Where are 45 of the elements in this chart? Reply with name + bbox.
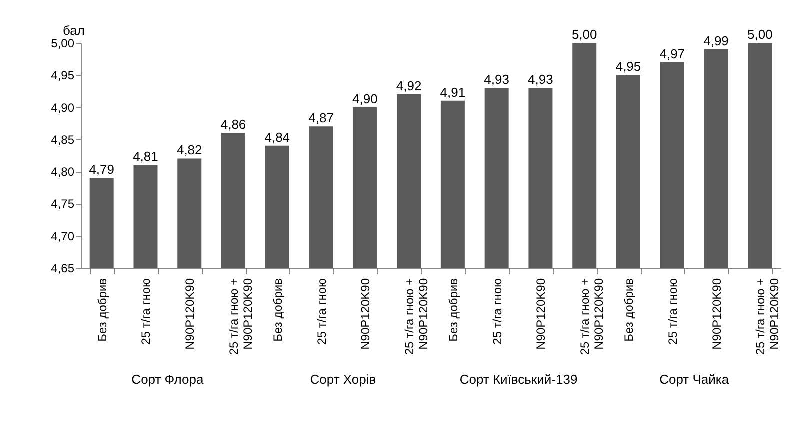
x-tick-label: Без добрив: [622, 278, 636, 342]
x-tick-label: 25 т/га гною + N90P120K90: [402, 278, 431, 356]
y-tick-label: 4,95: [51, 68, 75, 83]
text: Сорт Чайка: [660, 372, 730, 387]
x-tick-label: N90P120K90: [710, 278, 724, 350]
data-label: 4,95: [616, 59, 642, 74]
y-tick-label: 4,75: [51, 197, 75, 212]
data-label: 4,93: [528, 72, 554, 87]
data-label: 4,90: [352, 91, 378, 106]
y-tick-label: 4,70: [51, 229, 75, 244]
x-tick-label: 25 т/га гною + N90P120K90: [754, 278, 782, 356]
x-tick-label: 25 т/га гною: [490, 278, 504, 345]
data-label: 4,99: [704, 33, 729, 48]
data-label: 4,81: [133, 149, 158, 164]
x-tick-label: Без добрив: [446, 278, 460, 342]
data-label: 4,86: [220, 117, 246, 132]
text: Сорт Флора: [132, 372, 204, 387]
data-label: 4,97: [660, 46, 686, 62]
x-tick-label: N90P120K90: [534, 278, 548, 350]
data-label: 5,00: [747, 27, 773, 42]
text: Сорт Київський-139: [460, 372, 578, 387]
data-label: 4,92: [396, 78, 422, 94]
y-axis-title: бал: [63, 23, 85, 38]
data-label: 4,84: [264, 130, 290, 145]
x-tick-label: 25 т/га гною + N90P120K90: [227, 278, 256, 356]
text: Сорт Хорів: [310, 372, 376, 387]
data-label: 4,79: [89, 162, 115, 177]
y-tick-label: 4,65: [51, 262, 75, 276]
data-label: 4,91: [440, 84, 466, 100]
y-tick-label: 4,85: [51, 132, 75, 147]
data-label: 4,82: [176, 142, 202, 158]
x-tick-label: 25 т/га гною: [314, 278, 329, 345]
x-tick-label: 25 т/га гною: [666, 278, 680, 345]
x-tick-label: 25 т/га гною: [139, 278, 154, 345]
y-tick-label: 5,00: [51, 36, 75, 50]
x-tick-label: N90P120K90: [183, 278, 198, 350]
data-label: 5,00: [572, 27, 598, 42]
y-tick-label: 4,90: [51, 100, 75, 115]
x-tick-label: Без добрив: [95, 278, 110, 342]
x-tick-label: 25 т/га гною + N90P120K90: [578, 278, 606, 356]
data-label: 4,87: [308, 110, 334, 126]
data-label: 4,93: [484, 72, 510, 87]
x-tick-label: Без добрив: [270, 278, 285, 342]
y-tick-label: 4,80: [51, 165, 75, 180]
x-tick-label: N90P120K90: [358, 278, 373, 350]
